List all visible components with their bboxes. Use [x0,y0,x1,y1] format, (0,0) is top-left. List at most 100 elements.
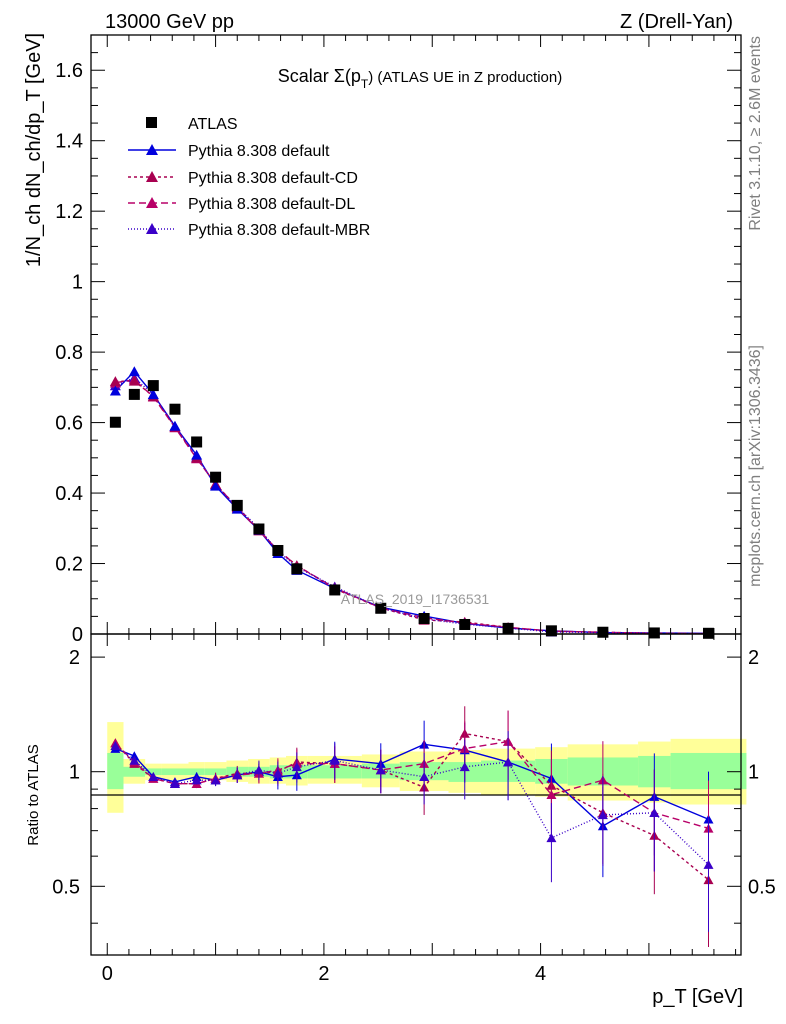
ratio-band-stat [107,752,124,790]
mc-data-point [169,420,181,431]
title-prefix: Scalar Σ(p [278,66,361,86]
mc-data-point [128,366,140,377]
atlas-data-point [291,563,303,575]
ratio-point [129,755,140,765]
ratio-plot-frame [90,633,742,956]
ratio-band-stat [145,768,162,776]
ratio-band-stat [188,768,205,776]
rivet-label: Rivet 3.1.10, ≥ 2.6M events [747,36,764,231]
legend-marker-default [146,144,158,155]
y-tick-label: 1.2 [55,201,83,223]
y-tick-label: 0 [72,624,83,646]
ratio-y-tick-label-right: 2 [748,647,759,669]
atlas-data-point [128,388,140,400]
mcplots-label: mcplots.cern.ch [arXiv:1306.3436] [747,345,764,587]
y-tick-label: 0.6 [55,413,83,435]
ratio-point [419,771,430,781]
mc-data-point [109,376,121,387]
ratio-point [503,757,514,767]
analysis-watermark: ATLAS_2019_I1736531 [341,591,490,607]
legend-label-cd: Pythia 8.308 default-CD [188,170,358,187]
ratio-point [329,755,340,765]
legend-marker-mbr [146,223,158,234]
atlas-data-point [545,625,557,637]
atlas-data-point [459,618,471,630]
ratio-point [232,770,243,780]
ratio-point [272,768,283,778]
atlas-data-point [231,499,243,511]
ratio-point [546,833,557,843]
y-tick-label: 1.6 [55,60,83,82]
atlas-data-point [272,544,284,556]
atlas-data-point [191,436,203,448]
ratio-point [291,762,302,772]
ratio-series-group [110,706,714,948]
ratio-point [110,740,121,750]
ratio-point [459,762,470,772]
legend-label-atlas: ATLAS [188,116,238,133]
legend-marker-dl [146,197,158,208]
ratio-point [546,789,557,799]
atlas-data-point [109,416,121,428]
main-y-axis-label: 1/N_ch dN_ch/dp_T [GeV] [23,33,45,267]
ratio-band-stat [123,766,146,777]
mc-data-point [109,385,121,396]
ratio-point [703,859,714,869]
y-tick-label: 0.4 [55,483,83,505]
title-suffix: ) (ATLAS UE in Z production) [368,69,562,86]
x-tick-label: 2 [318,963,329,985]
atlas-data-point [648,627,660,639]
ratio-point [253,765,264,775]
title-sub: T [361,77,369,91]
atlas-data-point [253,523,265,535]
main-series-group [109,366,714,639]
atlas-data-point [169,403,181,415]
legend-label-dl: Pythia 8.308 default-DL [188,196,355,213]
legend-marker-cd [146,171,158,182]
y-tick-label: 0.2 [55,554,83,576]
x-tick-label: 0 [102,963,113,985]
ratio-point [191,775,202,785]
legend-marker-atlas [146,117,157,128]
x-axis-label: p_T [GeV] [652,986,743,1008]
x-tick-label: 4 [535,963,546,985]
ratio-point [649,808,660,818]
legend-label-mbr: Pythia 8.308 default-MBR [188,222,370,239]
ratio-point [129,751,140,761]
atlas-data-point [210,471,222,483]
mc-data-point [128,375,140,386]
ratio-y-tick-label-left: 2 [69,647,80,669]
ratio-band-stat [204,768,227,776]
ratio-point [169,778,180,788]
atlas-data-point [597,626,609,638]
ratio-y-axis-label: Ratio to ATLAS [25,744,42,845]
y-tick-label: 0.8 [55,342,83,364]
legend: ATLAS Pythia 8.308 default Pythia 8.308 … [128,116,370,239]
mc-data-point [210,480,222,491]
energy-label: 13000 GeV pp [105,11,234,33]
mc-data-point [191,449,203,460]
atlas-data-point [329,584,341,596]
atlas-data-point [147,380,159,392]
plot-title: Scalar Σ(pT) (ATLAS UE in Z production) [278,66,562,91]
ratio-band-stat [161,768,189,776]
ratio-y-tick-label-right: 1 [748,762,759,784]
atlas-data-point [502,622,514,634]
y-tick-label: 1.4 [55,131,83,153]
ratio-point [597,810,608,820]
y-tick-label: 1 [72,272,83,294]
ratio-y-tick-label-right: 0.5 [748,876,776,898]
atlas-data-point [418,612,430,624]
ratio-y-tick-label-left: 1 [69,762,80,784]
legend-label-default: Pythia 8.308 default [188,143,330,160]
atlas-data-point [703,627,714,639]
mc-data-point [147,389,159,400]
atlas-data-point [375,602,387,614]
axis-ticks: 0 2 400.20.40.60.811.21.41.60.5 0.51 12 2 [52,35,776,985]
process-label: Z (Drell-Yan) [620,11,733,33]
ratio-y-tick-label-left: 0.5 [52,876,80,898]
ratio-point [210,775,221,785]
ratio-point [375,765,386,775]
ratio-point [148,771,159,781]
